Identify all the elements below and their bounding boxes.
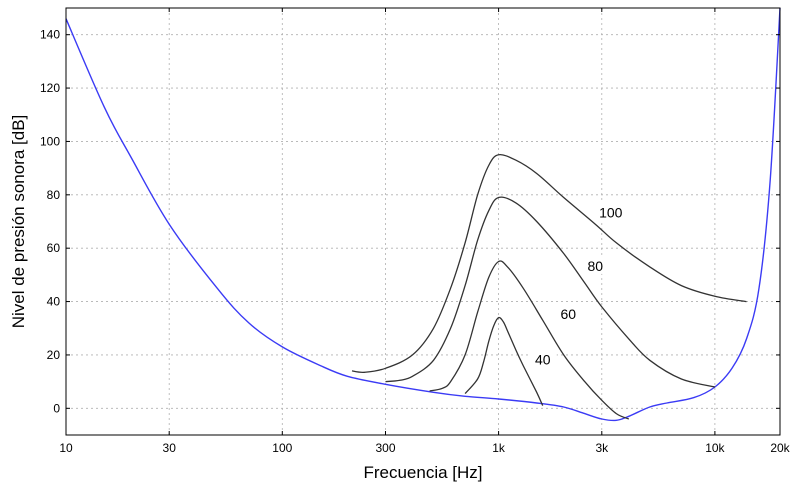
annotation-layer: 100 80 60 40 — [528, 202, 625, 368]
curve-label-40: 40 — [535, 351, 551, 367]
y-tick-label: 140 — [40, 28, 60, 42]
x-tick-label: 10k — [705, 441, 725, 455]
x-tick-label: 30 — [163, 441, 177, 455]
series-line-60 — [429, 260, 630, 420]
curve-label-80: 80 — [588, 258, 604, 274]
x-tick-label: 20k — [770, 441, 790, 455]
y-tick-label: 20 — [47, 348, 61, 362]
x-tick-label: 1k — [492, 441, 506, 455]
x-axis-label: Frecuencia [Hz] — [363, 463, 482, 482]
y-tick-label: 100 — [40, 134, 60, 148]
grid-layer — [65, 8, 781, 435]
tick-layer: 10 30 100 300 1k 3k 10k 20k 0 20 40 60 80 100 120 140 — [40, 8, 791, 455]
y-tick-label: 60 — [47, 241, 61, 255]
y-tick-label: 80 — [47, 188, 61, 202]
x-tick-label: 3k — [595, 441, 609, 455]
series-line-100 — [351, 153, 747, 374]
hearing-threshold-line — [65, 7, 781, 422]
series-line-40 — [464, 316, 544, 406]
y-tick-label: 0 — [53, 401, 60, 415]
x-tick-label: 300 — [375, 441, 395, 455]
curve-label-60: 60 — [560, 306, 576, 322]
curve-label-gap — [528, 349, 557, 368]
y-tick-label: 40 — [47, 295, 61, 309]
y-tick-label: 120 — [40, 81, 60, 95]
y-axis-label: Nivel de presión sonora [dB] — [9, 115, 28, 329]
series-line-80 — [385, 196, 716, 388]
x-tick-label: 100 — [272, 441, 292, 455]
curve-label-100: 100 — [599, 204, 623, 220]
curve-label-gap — [596, 202, 625, 221]
series-layer — [65, 7, 781, 422]
plot-frame — [65, 7, 781, 436]
x-tick-label: 10 — [59, 441, 73, 455]
curve-label-gap — [554, 303, 583, 322]
curve-label-gap — [581, 255, 610, 274]
